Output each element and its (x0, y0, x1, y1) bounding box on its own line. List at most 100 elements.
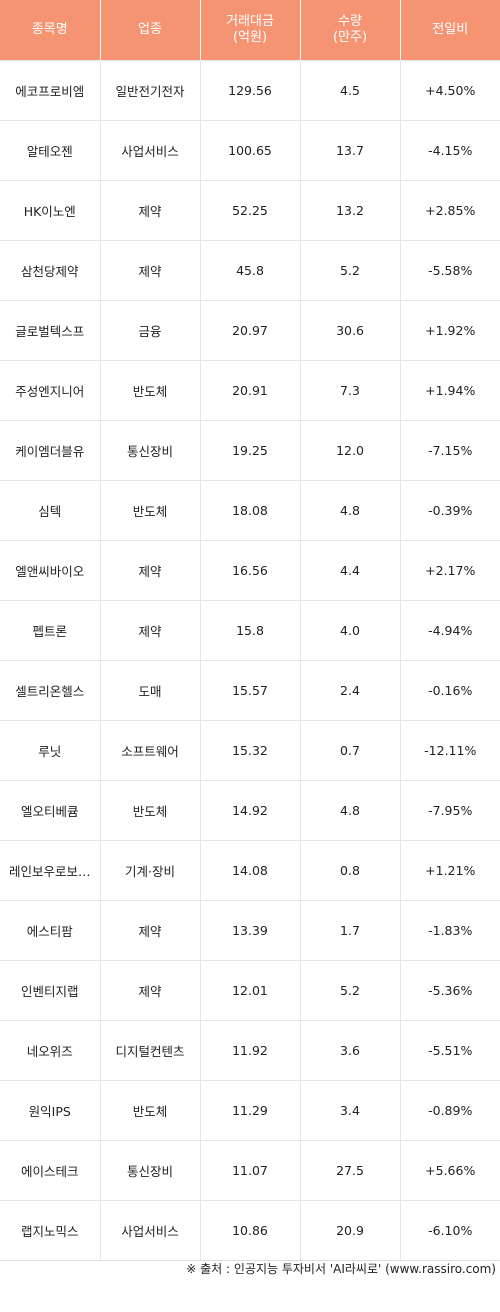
sector-cell: 금융 (100, 300, 201, 361)
stock-name-cell: 루닛 (0, 720, 101, 781)
sector-cell: 제약 (100, 240, 201, 301)
table-row: 에코프로비엠 일반전기전자 129.56 4.5 +4.50% (0, 60, 500, 121)
table-row: 알테오젠 사업서비스 100.65 13.7 -4.15% (0, 120, 500, 181)
change-cell: +2.17% (400, 540, 500, 601)
table-row: 글로벌텍스프 금융 20.97 30.6 +1.92% (0, 300, 500, 361)
amount-cell: 18.08 (200, 480, 301, 541)
header-row: 종목명 업종 거래대금 (억원) 수량 (만주) 전일비 (0, 0, 500, 61)
sector-cell: 반도체 (100, 480, 201, 541)
volume-cell: 0.8 (300, 840, 401, 901)
amount-cell: 11.07 (200, 1140, 301, 1201)
sector-cell: 사업서비스 (100, 120, 201, 181)
volume-cell: 3.6 (300, 1020, 401, 1081)
stock-name-cell: 케이엠더블유 (0, 420, 101, 481)
stock-name-cell: 펩트론 (0, 600, 101, 661)
volume-cell: 13.7 (300, 120, 401, 181)
stock-name-cell: 심텍 (0, 480, 101, 541)
header-volume: 수량 (만주) (300, 0, 401, 61)
volume-cell: 5.2 (300, 240, 401, 301)
header-sector-label: 업종 (138, 22, 162, 37)
stock-name-cell: 주성엔지니어 (0, 360, 101, 421)
sector-cell: 제약 (100, 540, 201, 601)
table-row: 엘앤씨바이오 제약 16.56 4.4 +2.17% (0, 540, 500, 601)
change-cell: +1.94% (400, 360, 500, 421)
sector-cell: 사업서비스 (100, 1200, 201, 1261)
sector-cell: 제약 (100, 960, 201, 1021)
table-row: 네오위즈 디지털컨텐츠 11.92 3.6 -5.51% (0, 1020, 500, 1081)
amount-cell: 12.01 (200, 960, 301, 1021)
amount-cell: 15.32 (200, 720, 301, 781)
header-amount: 거래대금 (억원) (200, 0, 301, 61)
amount-cell: 19.25 (200, 420, 301, 481)
amount-cell: 14.92 (200, 780, 301, 841)
table-body: 에코프로비엠 일반전기전자 129.56 4.5 +4.50% 알테오젠 사업서비스 100.… (0, 60, 500, 1261)
volume-cell: 12.0 (300, 420, 401, 481)
stock-name-cell: 삼천당제약 (0, 240, 101, 301)
change-cell: -0.16% (400, 660, 500, 721)
change-cell: -4.94% (400, 600, 500, 661)
change-cell: -5.58% (400, 240, 500, 301)
stock-name-cell: 에코프로비엠 (0, 60, 101, 121)
sector-cell: 제약 (100, 900, 201, 961)
stock-name-cell: 네오위즈 (0, 1020, 101, 1081)
stock-name-cell: HK이노엔 (0, 180, 101, 241)
stock-name-cell: 인벤티지랩 (0, 960, 101, 1021)
table-row: 에스티팜 제약 13.39 1.7 -1.83% (0, 900, 500, 961)
change-cell: +1.21% (400, 840, 500, 901)
header-name: 종목명 (0, 0, 101, 61)
table-row: 셀트리온헬스 도매 15.57 2.4 -0.16% (0, 660, 500, 721)
stock-name-cell: 글로벌텍스프 (0, 300, 101, 361)
volume-cell: 3.4 (300, 1080, 401, 1141)
sector-cell: 제약 (100, 180, 201, 241)
change-cell: -6.10% (400, 1200, 500, 1261)
volume-cell: 7.3 (300, 360, 401, 421)
table-row: 레인보우로보… 기계·장비 14.08 0.8 +1.21% (0, 840, 500, 901)
table-row: 루닛 소프트웨어 15.32 0.7 -12.11% (0, 720, 500, 781)
table-row: 주성엔지니어 반도체 20.91 7.3 +1.94% (0, 360, 500, 421)
header-volume-unit: (만주) (332, 30, 368, 45)
change-cell: +1.92% (400, 300, 500, 361)
header-amount-unit: (억원) (232, 30, 268, 45)
volume-cell: 4.4 (300, 540, 401, 601)
change-cell: -12.11% (400, 720, 500, 781)
stock-name-cell: 알테오젠 (0, 120, 101, 181)
table-row: 엘오티베큠 반도체 14.92 4.8 -7.95% (0, 780, 500, 841)
amount-cell: 10.86 (200, 1200, 301, 1261)
sector-cell: 통신장비 (100, 420, 201, 481)
table-row: 원익IPS 반도체 11.29 3.4 -0.89% (0, 1080, 500, 1141)
volume-cell: 4.5 (300, 60, 401, 121)
table-header: 종목명 업종 거래대금 (억원) 수량 (만주) 전일비 (0, 0, 500, 61)
volume-cell: 4.8 (300, 780, 401, 841)
change-cell: +4.50% (400, 60, 500, 121)
header-volume-label: 수량 (338, 14, 362, 29)
stock-table: 종목명 업종 거래대금 (억원) 수량 (만주) 전일비 에코프로비엠 일반전기전자 1… (0, 0, 500, 1261)
change-cell: -5.36% (400, 960, 500, 1021)
table-row: 심텍 반도체 18.08 4.8 -0.39% (0, 480, 500, 541)
table-row: 에이스테크 통신장비 11.07 27.5 +5.66% (0, 1140, 500, 1201)
header-sector: 업종 (100, 0, 201, 61)
amount-cell: 11.92 (200, 1020, 301, 1081)
table-row: 랩지노믹스 사업서비스 10.86 20.9 -6.10% (0, 1200, 500, 1261)
table-row: HK이노엔 제약 52.25 13.2 +2.85% (0, 180, 500, 241)
amount-cell: 15.8 (200, 600, 301, 661)
volume-cell: 30.6 (300, 300, 401, 361)
sector-cell: 소프트웨어 (100, 720, 201, 781)
amount-cell: 16.56 (200, 540, 301, 601)
volume-cell: 20.9 (300, 1200, 401, 1261)
amount-cell: 20.97 (200, 300, 301, 361)
sector-cell: 일반전기전자 (100, 60, 201, 121)
sector-cell: 통신장비 (100, 1140, 201, 1201)
source-footer: ※ 출처 : 인공지능 투자비서 'AI라씨로' (www.rassiro.co… (186, 1262, 496, 1276)
change-cell: -4.15% (400, 120, 500, 181)
sector-cell: 기계·장비 (100, 840, 201, 901)
amount-cell: 15.57 (200, 660, 301, 721)
sector-cell: 디지털컨텐츠 (100, 1020, 201, 1081)
change-cell: -5.51% (400, 1020, 500, 1081)
amount-cell: 100.65 (200, 120, 301, 181)
amount-cell: 20.91 (200, 360, 301, 421)
sector-cell: 도매 (100, 660, 201, 721)
stock-name-cell: 에스티팜 (0, 900, 101, 961)
volume-cell: 5.2 (300, 960, 401, 1021)
header-change-label: 전일비 (432, 22, 469, 37)
stock-name-cell: 에이스테크 (0, 1140, 101, 1201)
